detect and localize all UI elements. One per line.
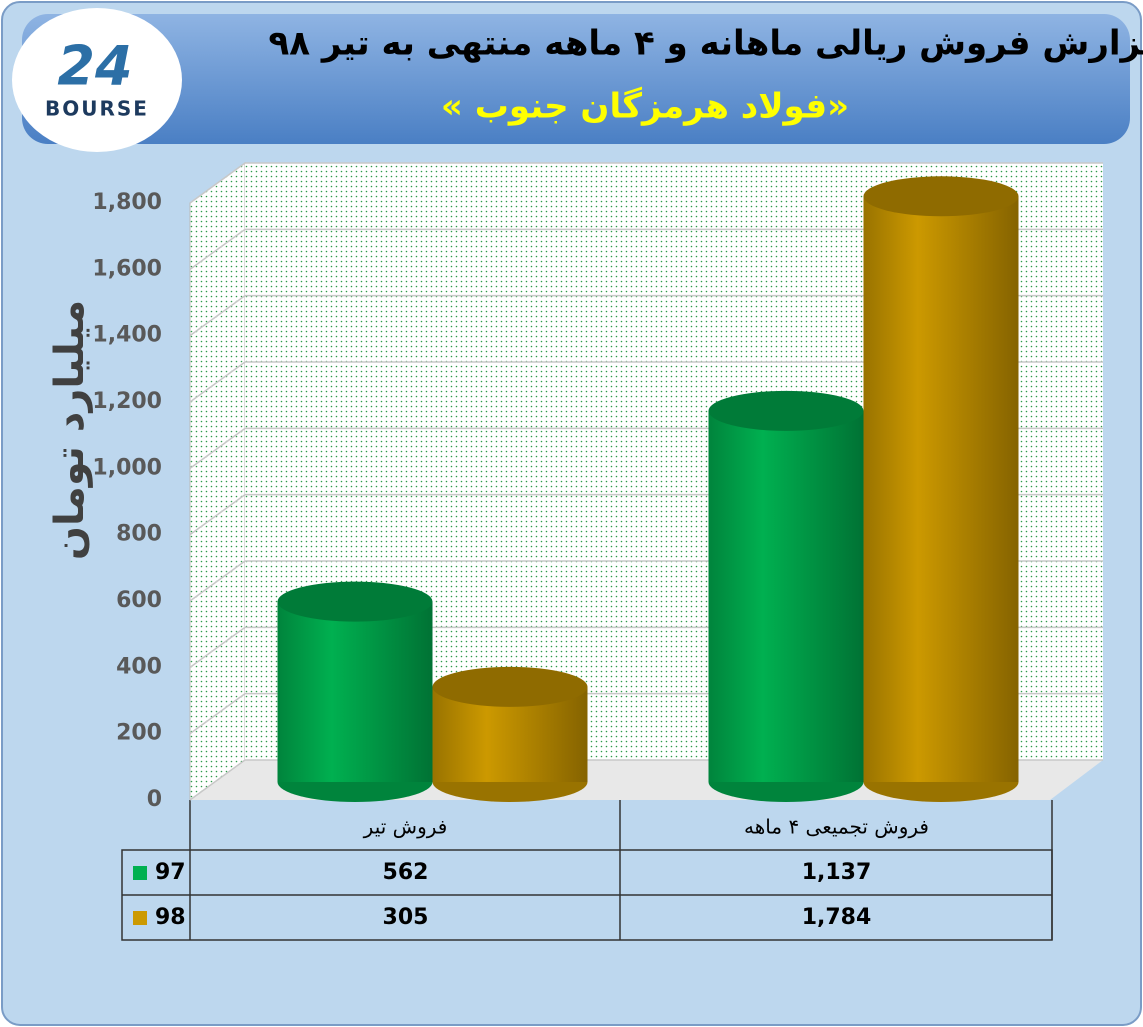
logo-bg (12, 8, 182, 152)
y-tick-label: 1,400 (92, 323, 162, 348)
side-wall (189, 162, 246, 801)
bar-top (432, 666, 588, 707)
bar-top (277, 581, 433, 622)
logo-number: 24 (57, 35, 132, 98)
bar (277, 601, 433, 782)
y-axis-title: میلیارد تومان (47, 300, 93, 560)
legend-label: 98 (155, 905, 186, 930)
y-tick-label: 1,000 (92, 455, 162, 480)
y-tick-label: 200 (116, 721, 162, 746)
data-table (121, 800, 1053, 941)
chart-subtitle: «فولاد هرمزگان جنوب » (441, 87, 849, 127)
legend-swatch (133, 866, 147, 880)
y-tick-label: 1,200 (92, 389, 162, 414)
y-tick-label: 600 (116, 588, 162, 613)
bar-top (708, 390, 864, 431)
table-value: 1,137 (802, 860, 872, 885)
y-tick-label: 0 (147, 787, 162, 812)
legend-label: 97 (155, 860, 186, 885)
header (22, 14, 1130, 144)
y-tick-label: 1,600 (92, 256, 162, 281)
grid-line (189, 361, 1103, 403)
bar-top (863, 176, 1019, 217)
x-tick-label: فروش تجمیعی ۴ ماهه (744, 815, 929, 839)
y-tick-label: 800 (116, 522, 162, 547)
table-value: 562 (383, 860, 429, 885)
grid-line (189, 228, 1103, 270)
grid-line (189, 162, 1103, 204)
table-value: 1,784 (802, 905, 872, 930)
y-tick-label: 400 (116, 654, 162, 679)
bar (708, 410, 864, 782)
x-tick-label: فروش تیر (363, 815, 448, 839)
chart-title: گزارش فروش ریالی ماهانه و ۴ ماهه منتهی ب… (269, 24, 1143, 64)
y-tick-label: 1,800 (92, 190, 162, 215)
grid-line (189, 294, 1103, 337)
table-value: 305 (383, 905, 429, 930)
legend-swatch (133, 911, 147, 925)
logo-name: BOURSE (45, 97, 149, 121)
bar (863, 196, 1019, 783)
